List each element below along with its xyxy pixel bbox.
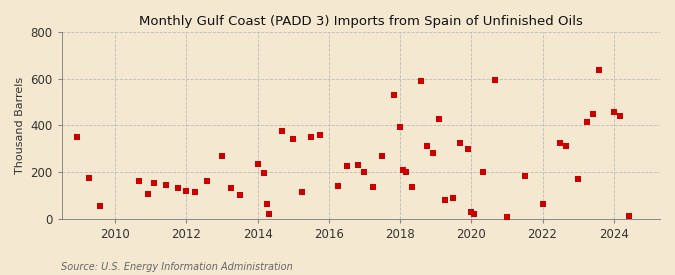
- Title: Monthly Gulf Coast (PADD 3) Imports from Spain of Unfinished Oils: Monthly Gulf Coast (PADD 3) Imports from…: [139, 15, 583, 28]
- Point: [202, 179, 213, 184]
- Point: [142, 192, 153, 196]
- Point: [555, 141, 566, 145]
- Point: [593, 68, 604, 73]
- Point: [463, 147, 474, 151]
- Point: [468, 212, 479, 216]
- Point: [264, 212, 275, 216]
- Point: [439, 198, 450, 202]
- Point: [148, 180, 159, 185]
- Point: [588, 111, 599, 116]
- Point: [315, 133, 325, 137]
- Point: [276, 129, 287, 133]
- Point: [95, 204, 106, 208]
- Point: [377, 153, 387, 158]
- Point: [421, 144, 432, 148]
- Point: [225, 186, 236, 191]
- Point: [537, 201, 548, 206]
- Point: [623, 214, 634, 219]
- Point: [261, 201, 272, 206]
- Text: Source: U.S. Energy Information Administration: Source: U.S. Energy Information Administ…: [61, 262, 292, 272]
- Point: [466, 210, 477, 214]
- Point: [582, 120, 593, 124]
- Point: [332, 184, 343, 188]
- Point: [448, 196, 459, 200]
- Point: [389, 93, 400, 97]
- Point: [427, 151, 438, 156]
- Point: [288, 137, 298, 142]
- Point: [415, 79, 426, 83]
- Point: [401, 170, 412, 174]
- Point: [359, 170, 370, 174]
- Point: [433, 117, 444, 122]
- Point: [454, 141, 465, 145]
- Point: [342, 164, 352, 168]
- Point: [561, 144, 572, 148]
- Point: [259, 171, 269, 175]
- Point: [478, 170, 489, 174]
- Point: [406, 185, 417, 189]
- Point: [614, 114, 625, 118]
- Point: [395, 124, 406, 129]
- Point: [519, 173, 530, 178]
- Point: [297, 190, 308, 194]
- Point: [190, 190, 200, 194]
- Point: [398, 167, 408, 172]
- Point: [572, 177, 583, 181]
- Point: [181, 188, 192, 193]
- Point: [608, 110, 619, 115]
- Point: [368, 185, 379, 189]
- Point: [252, 162, 263, 166]
- Point: [72, 135, 82, 139]
- Point: [353, 163, 364, 167]
- Point: [134, 179, 144, 184]
- Point: [490, 78, 501, 82]
- Point: [217, 153, 227, 158]
- Point: [502, 215, 512, 219]
- Point: [83, 176, 94, 180]
- Y-axis label: Thousand Barrels: Thousand Barrels: [15, 77, 25, 174]
- Point: [172, 186, 183, 191]
- Point: [161, 183, 171, 187]
- Point: [234, 193, 245, 197]
- Point: [306, 135, 317, 139]
